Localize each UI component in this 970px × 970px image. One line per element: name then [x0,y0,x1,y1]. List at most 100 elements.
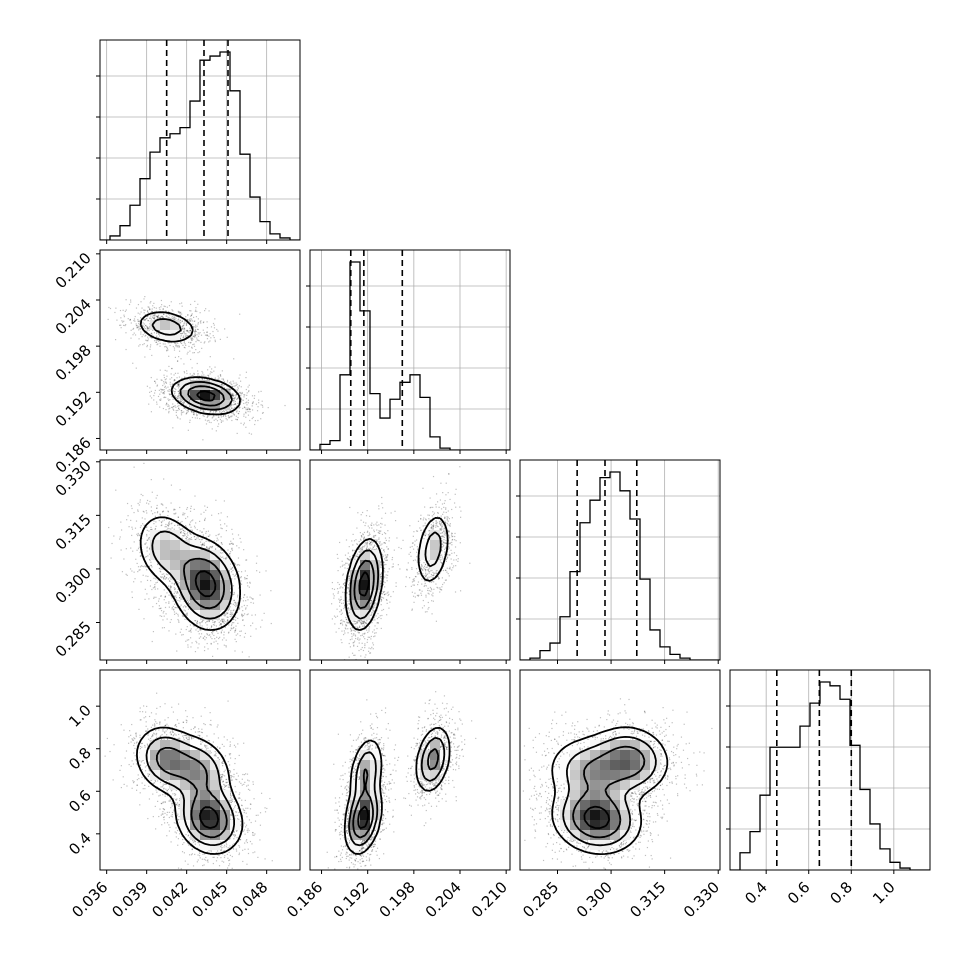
sample-point [192,413,195,415]
sample-point [196,310,198,313]
sample-point [174,390,176,393]
sample-point [147,340,149,342]
sample-point [119,538,121,540]
sample-point [179,631,181,633]
sample-point [233,599,235,602]
sample-point [136,533,138,535]
sample-point [183,407,186,409]
sample-point [156,316,158,318]
sample-point [171,595,173,597]
sample-point [240,397,242,399]
sample-point [173,316,175,318]
sample-point [160,391,162,393]
sample-point [157,329,159,332]
sample-point [198,643,200,645]
sample-point [229,551,232,553]
sample-point [121,571,124,573]
sample-point [199,629,201,631]
sample-point [149,395,151,397]
sample-point [189,320,191,322]
sample-point [176,607,178,609]
sample-point [213,622,216,624]
sample-point [156,378,158,380]
sample-point [200,543,202,546]
sample-point [131,526,133,528]
sample-point [148,328,150,330]
panel-frame [99,39,301,241]
sample-point [223,634,225,636]
sample-point [143,309,145,311]
sample-point [197,352,199,354]
sample-point [162,308,164,310]
sample-point [168,522,170,524]
sample-point [229,543,231,545]
sample-point [217,425,219,428]
sample-point [194,336,196,338]
sample-point [225,418,227,420]
sample-point [148,530,150,532]
sample-point [136,562,138,565]
sample-point [179,314,182,317]
sample-point [164,595,166,597]
sample-point [178,392,180,394]
sample-point [132,334,134,336]
sample-point [230,602,232,605]
sample-point [212,630,214,633]
sample-point [221,543,223,545]
sample-point [236,604,238,606]
sample-point [115,489,117,491]
sample-point [213,327,216,329]
sample-point [232,627,234,629]
sample-point [162,343,164,345]
sample-point [190,318,193,320]
sample-point [149,302,151,304]
sample-point [130,505,133,507]
sample-point [194,620,196,622]
sample-point [146,344,149,347]
sample-point [183,403,185,405]
sample-point [185,323,188,325]
sample-point [204,334,207,336]
sample-point [138,539,141,541]
sample-point [196,623,198,625]
sample-point [240,571,243,573]
sample-point [208,620,210,622]
sample-point [170,393,172,395]
sample-point [257,419,259,422]
sample-point [261,400,263,402]
sample-point [149,346,152,348]
sample-point [202,637,204,639]
sample-point [213,624,216,626]
sample-point [243,549,245,551]
sample-point [177,318,179,321]
sample-point [227,620,229,622]
sample-point [162,504,164,506]
sample-point [229,388,232,390]
sample-point [168,399,170,402]
sample-point [214,621,216,623]
sample-point [168,388,170,391]
sample-point [164,578,167,580]
sample-point [133,319,135,322]
sample-point [181,320,183,322]
sample-point [173,613,176,615]
sample-point [154,586,156,588]
sample-point [175,607,177,609]
sample-point [142,327,145,330]
sample-point [171,318,174,320]
sample-point [185,344,187,346]
sample-point [258,399,260,401]
sample-point [191,346,193,348]
sample-point [165,310,167,312]
sample-point [219,338,222,340]
sample-point [152,606,154,608]
sample-point [176,416,179,418]
sample-point [160,388,162,390]
sample-point [141,336,143,338]
sample-point [144,318,146,321]
sample-point [249,408,251,410]
sample-point [209,412,211,414]
sample-point [248,656,250,658]
sample-point [183,530,185,532]
sample-point [153,315,155,317]
